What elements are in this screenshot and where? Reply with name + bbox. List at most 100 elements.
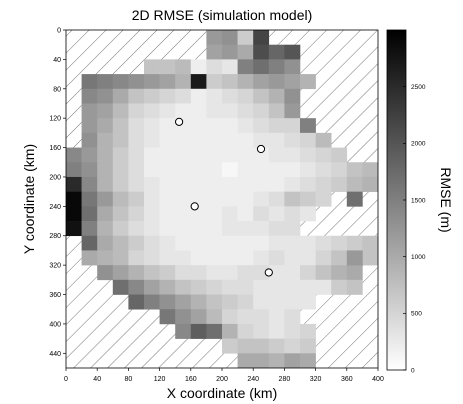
heatmap-cell xyxy=(222,235,238,251)
heatmap-cell xyxy=(206,162,223,178)
heatmap-cell xyxy=(268,147,285,163)
heatmap-cell xyxy=(175,59,192,75)
heatmap-cell xyxy=(237,206,254,222)
heatmap-cell xyxy=(112,147,129,163)
heatmap-cell xyxy=(331,162,348,178)
heatmap-cell xyxy=(253,279,270,295)
heatmap-cell xyxy=(175,323,192,339)
heatmap-cell xyxy=(159,132,176,148)
heatmap-cell xyxy=(284,162,301,178)
station-markers xyxy=(175,117,273,277)
heatmap-cell xyxy=(237,44,254,60)
x-tick-label: 40 xyxy=(93,376,101,383)
heatmap-cell xyxy=(97,162,114,178)
heatmap-cell xyxy=(190,265,207,281)
x-tick-label: 160 xyxy=(185,376,197,383)
y-tick-label: 80 xyxy=(53,86,61,93)
heatmap-cell xyxy=(81,191,98,207)
heatmap-cell xyxy=(175,162,192,178)
heatmap-cell xyxy=(175,74,192,90)
heatmap-cell xyxy=(112,265,129,281)
x-axis-label: X coordinate (km) xyxy=(167,385,277,401)
heatmap-cell xyxy=(284,44,301,60)
heatmap-cell xyxy=(268,323,285,339)
heatmap-cell xyxy=(237,147,254,163)
heatmap-cell xyxy=(206,265,223,281)
heatmap-cell xyxy=(206,250,223,266)
heatmap-cell xyxy=(253,221,270,237)
y-tick-label: 360 xyxy=(49,292,61,299)
heatmap-cell xyxy=(253,191,270,207)
heatmap-cell xyxy=(175,103,192,119)
heatmap-cell xyxy=(346,265,363,281)
heatmap-cell xyxy=(315,147,332,163)
station-marker xyxy=(190,202,199,211)
heatmap-cell xyxy=(144,88,160,104)
heatmap-cell xyxy=(268,265,285,281)
heatmap-cell xyxy=(253,323,270,339)
heatmap-cell xyxy=(159,206,176,222)
heatmap-cell xyxy=(284,132,301,148)
heatmap-cell xyxy=(268,88,285,104)
heatmap-cell xyxy=(144,59,160,75)
y-tick-label: 0 xyxy=(57,28,61,35)
heatmap-cell xyxy=(159,118,176,134)
heatmap-cell xyxy=(237,118,254,134)
heatmap-cell xyxy=(300,132,316,148)
heatmap-cell xyxy=(81,103,98,119)
heatmap-cell xyxy=(66,147,82,163)
heatmap-cell xyxy=(222,265,238,281)
heatmap-cell xyxy=(237,132,254,148)
heatmap-cell xyxy=(331,265,348,281)
heatmap-cell xyxy=(175,206,192,222)
heatmap-cell xyxy=(190,103,207,119)
heatmap-cell xyxy=(97,221,114,237)
heatmap-cell xyxy=(81,162,98,178)
heatmap-cell xyxy=(237,353,254,368)
station-marker xyxy=(175,117,184,126)
heatmap-cell xyxy=(175,88,192,104)
heatmap-cell xyxy=(284,103,301,119)
heatmap-cell xyxy=(206,309,223,325)
heatmap-cell xyxy=(253,88,270,104)
heatmap-cell xyxy=(175,294,192,310)
y-tick-label: 440 xyxy=(49,351,61,358)
heatmap-cell xyxy=(144,74,160,90)
heatmap-cell xyxy=(284,118,301,134)
heatmap-cell xyxy=(81,88,98,104)
heatmap-cell xyxy=(206,294,223,310)
heatmap-cell xyxy=(268,191,285,207)
heatmap-cell xyxy=(128,103,145,119)
heatmap-cell xyxy=(300,294,316,310)
heatmap-cell xyxy=(300,191,316,207)
heatmap-cell xyxy=(222,279,238,295)
heatmap-cell xyxy=(222,162,238,178)
heatmap-cell xyxy=(206,191,223,207)
colorbar: 0 500 1000 1500 2000 2500 RMSE (m) xyxy=(386,29,454,374)
heatmap-cell xyxy=(128,191,145,207)
heatmap-cell xyxy=(112,206,129,222)
heatmap-cell xyxy=(112,74,129,90)
heatmap-cell xyxy=(284,309,301,325)
heatmap-cell xyxy=(190,279,207,295)
heatmap-cell xyxy=(175,221,192,237)
heatmap-cell xyxy=(331,279,348,295)
heatmap-cell xyxy=(268,250,285,266)
heatmap-cell xyxy=(97,88,114,104)
heatmap-cell xyxy=(97,132,114,148)
heatmap-cell xyxy=(190,294,207,310)
heatmap-cell xyxy=(253,338,270,354)
heatmap-cell xyxy=(159,309,176,325)
heatmap-cell xyxy=(222,294,238,310)
heatmap-cell xyxy=(253,265,270,281)
heatmap-cell xyxy=(284,353,301,368)
heatmap-cell xyxy=(128,250,145,266)
heatmap-cell xyxy=(315,191,332,207)
heatmap-cell xyxy=(237,162,254,178)
heatmap-cell xyxy=(112,132,129,148)
heatmap-cell xyxy=(237,221,254,237)
heatmap-cell xyxy=(237,279,254,295)
heatmap-cell xyxy=(175,265,192,281)
colorbar-tick-label: 2500 xyxy=(411,84,426,91)
heatmap-cell xyxy=(253,353,270,368)
